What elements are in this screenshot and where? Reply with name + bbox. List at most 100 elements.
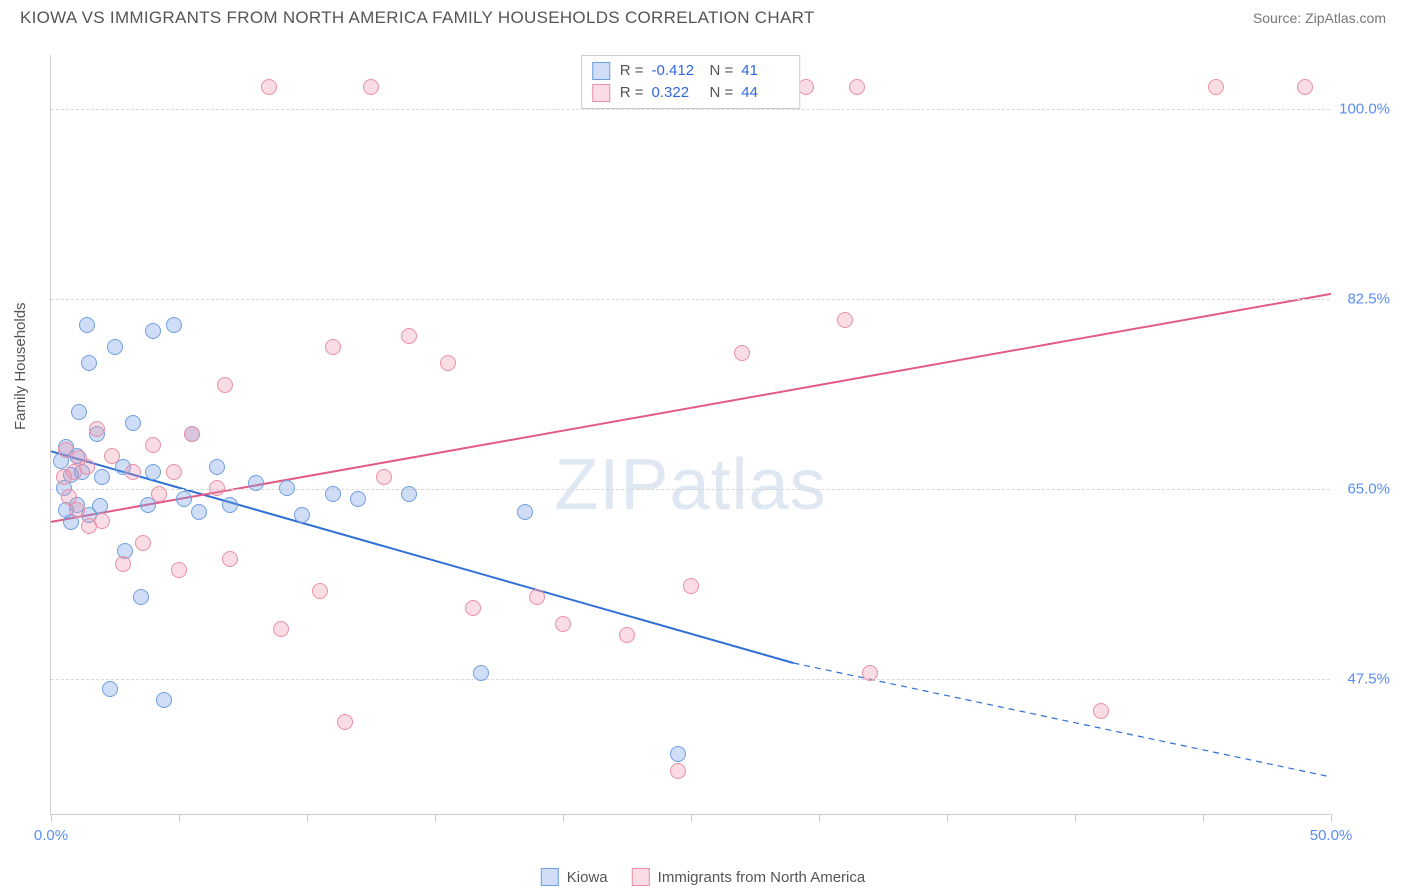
data-point <box>337 714 353 730</box>
r-label: R = <box>620 82 644 104</box>
gridline <box>51 299 1330 300</box>
trend-lines <box>51 55 1330 814</box>
data-point <box>156 692 172 708</box>
data-point <box>222 497 238 513</box>
x-tick <box>51 814 52 822</box>
n-value: 41 <box>741 60 789 82</box>
source-label: Source: ZipAtlas.com <box>1253 10 1386 26</box>
data-point <box>133 589 149 605</box>
legend-stat-row: R = 0.322 N = 44 <box>592 82 790 104</box>
data-point <box>1208 79 1224 95</box>
data-point <box>325 486 341 502</box>
data-point <box>151 486 167 502</box>
data-point <box>363 79 379 95</box>
x-tick <box>819 814 820 822</box>
data-point <box>135 535 151 551</box>
data-point <box>273 621 289 637</box>
x-tick <box>435 814 436 822</box>
data-point <box>440 355 456 371</box>
watermark: ZIPatlas <box>554 444 826 526</box>
data-point <box>89 421 105 437</box>
data-point <box>79 317 95 333</box>
data-point <box>166 464 182 480</box>
data-point <box>191 504 207 520</box>
data-point <box>92 498 108 514</box>
data-point <box>261 79 277 95</box>
data-point <box>166 317 182 333</box>
data-point <box>248 475 264 491</box>
x-tick <box>947 814 948 822</box>
data-point <box>145 323 161 339</box>
data-point <box>209 459 225 475</box>
data-point <box>555 616 571 632</box>
chart-plot-area: ZIPatlas R =-0.412N =41R =0.322N =44 47.… <box>50 55 1330 815</box>
data-point <box>619 627 635 643</box>
data-point <box>294 507 310 523</box>
gridline <box>51 679 1330 680</box>
x-tick-label: 50.0% <box>1310 827 1353 844</box>
y-tick-label: 65.0% <box>1347 481 1390 498</box>
legend-statistics: R = -0.412 N = 41 R = 0.322 N = 44 <box>581 55 801 109</box>
data-point <box>176 491 192 507</box>
legend-item: Immigrants from North America <box>632 868 866 886</box>
data-point <box>670 763 686 779</box>
data-point <box>115 556 131 572</box>
data-point <box>222 551 238 567</box>
n-value: 44 <box>741 82 789 104</box>
r-label: R = <box>620 60 644 82</box>
data-point <box>69 502 85 518</box>
data-point <box>473 665 489 681</box>
y-tick-label: 82.5% <box>1347 291 1390 308</box>
legend-swatch <box>541 868 559 886</box>
data-point <box>798 79 814 95</box>
legend-label: Immigrants from North America <box>658 869 866 886</box>
data-point <box>312 583 328 599</box>
data-point <box>94 469 110 485</box>
data-point <box>1093 703 1109 719</box>
data-point <box>104 448 120 464</box>
x-tick <box>179 814 180 822</box>
n-label: N = <box>710 82 734 104</box>
data-point <box>1297 79 1313 95</box>
legend-series: Kiowa Immigrants from North America <box>541 868 865 886</box>
data-point <box>184 426 200 442</box>
data-point <box>217 377 233 393</box>
data-point <box>465 600 481 616</box>
data-point <box>145 437 161 453</box>
data-point <box>670 746 686 762</box>
data-point <box>837 312 853 328</box>
data-point <box>350 491 366 507</box>
gridline <box>51 109 1330 110</box>
x-tick <box>1075 814 1076 822</box>
data-point <box>209 480 225 496</box>
x-tick-label: 0.0% <box>34 827 68 844</box>
x-tick <box>691 814 692 822</box>
gridline <box>51 489 1330 490</box>
data-point <box>401 486 417 502</box>
x-tick <box>1331 814 1332 822</box>
legend-stat-row: R = -0.412 N = 41 <box>592 60 790 82</box>
r-value: -0.412 <box>652 60 700 82</box>
chart-title: KIOWA VS IMMIGRANTS FROM NORTH AMERICA F… <box>20 8 815 28</box>
legend-label: Kiowa <box>567 869 608 886</box>
data-point <box>529 589 545 605</box>
r-value: 0.322 <box>652 82 700 104</box>
y-axis-label: Family Households <box>12 302 29 430</box>
x-tick <box>563 814 564 822</box>
data-point <box>81 355 97 371</box>
y-tick-label: 47.5% <box>1347 671 1390 688</box>
legend-item: Kiowa <box>541 868 608 886</box>
data-point <box>107 339 123 355</box>
data-point <box>517 504 533 520</box>
data-point <box>79 459 95 475</box>
data-point <box>734 345 750 361</box>
legend-swatch <box>632 868 650 886</box>
data-point <box>862 665 878 681</box>
data-point <box>71 404 87 420</box>
data-point <box>145 464 161 480</box>
data-point <box>401 328 417 344</box>
data-point <box>171 562 187 578</box>
data-point <box>849 79 865 95</box>
n-label: N = <box>710 60 734 82</box>
legend-swatch <box>592 84 610 102</box>
